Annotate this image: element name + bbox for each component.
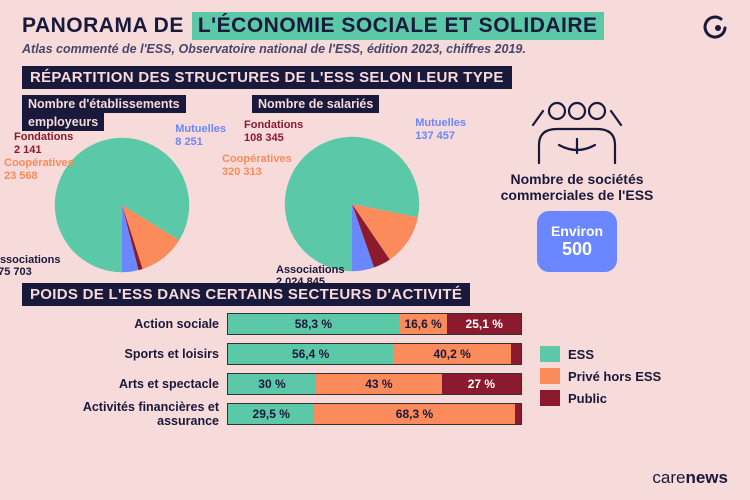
legend-item: ESS	[540, 346, 661, 362]
legend-label: Privé hors ESS	[568, 369, 661, 384]
section1-heading: RÉPARTITION DES STRUCTURES DE L'ESS SELO…	[22, 66, 512, 89]
legend-item: Privé hors ESS	[540, 368, 661, 384]
right-heading: Nombre de sociétés commerciales de l'ESS	[487, 171, 667, 203]
pie1-col: Nombre d'établissements employeurs Coopé…	[22, 95, 222, 275]
pie2-fond-val: 108 345	[244, 132, 284, 144]
pie1-title-l1: Nombre d'établissements	[22, 95, 186, 113]
pie1-title-l2: employeurs	[22, 113, 104, 131]
bar-segment: 40,2 %	[393, 344, 511, 364]
bar-category: Action sociale	[22, 317, 227, 331]
bar-segment: 16,6 %	[399, 314, 448, 334]
bar-segment: 27 %	[442, 374, 521, 394]
legend-swatch	[540, 390, 560, 406]
legend: ESS Privé hors ESS Public	[540, 312, 661, 432]
bar-segment	[515, 404, 521, 424]
pie2-title: Nombre de salariés	[252, 95, 379, 113]
section2-heading: POIDS DE L'ESS DANS CERTAINS SECTEURS D'…	[22, 283, 470, 306]
bar-track: 58,3 %16,6 %25,1 %	[227, 313, 522, 335]
callout-value: 500	[551, 239, 603, 260]
bar-segment: 43 %	[316, 374, 442, 394]
pie2-mut-val: 137 457	[415, 130, 455, 142]
pie1-mut-val: 8 251	[175, 136, 203, 148]
bar-track: 29,5 %68,3 %	[227, 403, 522, 425]
pie2-col: Nombre de salariés Coopératives320 313 F…	[252, 95, 452, 275]
bar-row: Arts et spectacle30 %43 %27 %	[22, 372, 522, 396]
pie1-fond-label: Fondations	[14, 131, 73, 143]
bar-segment: 29,5 %	[228, 404, 314, 424]
pie1-mut-label: Mutuelles	[175, 123, 226, 135]
brand-icon	[700, 14, 728, 48]
bar-track: 56,4 %40,2 %	[227, 343, 522, 365]
bar-segment: 56,4 %	[228, 344, 393, 364]
brand-logo: carenews	[652, 468, 728, 488]
people-icon	[527, 95, 627, 165]
legend-label: Public	[568, 391, 607, 406]
pie1-fond-val: 2 141	[14, 144, 42, 156]
pie2-assoc-label: Associations	[276, 264, 344, 276]
page-title-b: L'ÉCONOMIE SOCIALE ET SOLIDAIRE	[192, 12, 604, 40]
pie2-coop-label: Coopératives	[222, 153, 292, 165]
legend-item: Public	[540, 390, 661, 406]
bar-segment: 30 %	[228, 374, 316, 394]
legend-swatch	[540, 346, 560, 362]
bar-row: Activités financières et assurance29,5 %…	[22, 402, 522, 426]
pie2-chart	[282, 134, 422, 274]
callout-prefix: Environ	[551, 223, 603, 239]
bar-category: Activités financières et assurance	[22, 400, 227, 428]
stacked-bars: Action sociale58,3 %16,6 %25,1 %Sports e…	[22, 312, 522, 432]
legend-label: ESS	[568, 347, 594, 362]
bar-row: Action sociale58,3 %16,6 %25,1 %	[22, 312, 522, 336]
pie1-coop-label: Coopératives	[4, 157, 74, 169]
pie1-coop-val: 23 568	[4, 170, 38, 182]
bar-segment: 25,1 %	[447, 314, 521, 334]
pie2-mut-label: Mutuelles	[415, 117, 466, 129]
legend-swatch	[540, 368, 560, 384]
bar-track: 30 %43 %27 %	[227, 373, 522, 395]
page-title-a: PANORAMA DE	[22, 14, 184, 38]
bar-row: Sports et loisirs56,4 %40,2 %	[22, 342, 522, 366]
pie2-coop-val: 320 313	[222, 166, 262, 178]
bar-segment: 58,3 %	[228, 314, 399, 334]
bar-category: Arts et spectacle	[22, 377, 227, 391]
right-col: Nombre de sociétés commerciales de l'ESS…	[482, 95, 672, 275]
callout-box: Environ 500	[537, 211, 617, 272]
pie2-assoc-val: 2 024 845	[276, 276, 325, 288]
bar-category: Sports et loisirs	[22, 347, 227, 361]
page-subtitle: Atlas commenté de l'ESS, Observatoire na…	[22, 42, 728, 56]
pie1-assoc-label: Associations	[0, 254, 60, 266]
bar-segment	[511, 344, 521, 364]
pie1-assoc-val: 175 703	[0, 266, 32, 278]
bar-segment: 68,3 %	[314, 404, 514, 424]
pie2-fond-label: Fondations	[244, 119, 303, 131]
